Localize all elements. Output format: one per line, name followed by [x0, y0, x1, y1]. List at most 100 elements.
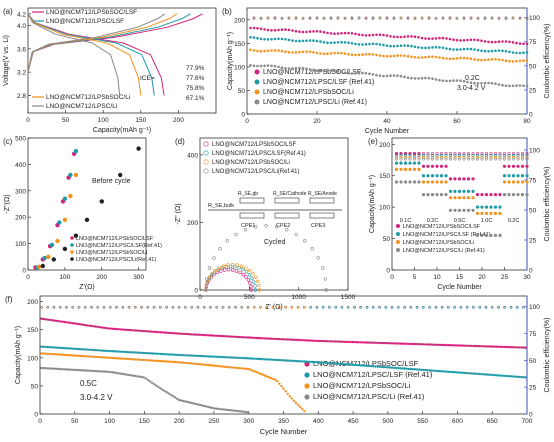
capacity-point [498, 211, 502, 215]
capacity-point [280, 66, 284, 69]
ce-point [408, 153, 412, 157]
capacity-point [451, 370, 454, 374]
ce-point [453, 152, 457, 156]
panel-a-frame [27, 7, 217, 114]
capacity-point [282, 338, 285, 341]
capacity-point [319, 69, 322, 73]
capacity-point [240, 410, 243, 413]
capacity-point [407, 342, 410, 346]
capacity-point [494, 40, 497, 44]
capacity-point [256, 64, 259, 68]
capacity-point [410, 76, 413, 80]
capacity-point [123, 350, 127, 354]
y-tick-label: 400 [187, 152, 198, 159]
capacity-point [251, 357, 254, 360]
capacity-point [94, 349, 97, 352]
capacity-point [221, 334, 225, 338]
ce-point [490, 305, 494, 309]
x-tick-label: 550 [417, 418, 428, 425]
ce-point [71, 305, 74, 309]
capacity-point [415, 368, 419, 371]
capacity-point [171, 332, 175, 335]
capacity-point [315, 361, 319, 364]
capacity-point [340, 51, 343, 55]
capacity-point [92, 369, 95, 373]
eis-point [218, 247, 222, 251]
ce-point [146, 305, 150, 309]
capacity-point [487, 58, 490, 61]
capacity-point [263, 64, 266, 68]
capacity-point [71, 322, 74, 325]
capacity-point [384, 341, 387, 345]
capacity-point [305, 67, 308, 70]
capacity-point [357, 43, 361, 46]
eis-point [253, 288, 258, 292]
capacity-point [56, 353, 60, 356]
capacity-point [169, 353, 172, 356]
capacity-point [319, 339, 323, 343]
capacity-point [380, 365, 383, 369]
capacity-point [205, 334, 208, 337]
capacity-point [246, 336, 250, 339]
legend-marker [396, 240, 400, 244]
capacity-point [67, 368, 70, 371]
capacity-point [380, 341, 383, 345]
ce-point [399, 157, 403, 161]
capacity-point [255, 370, 258, 374]
capacity-point [417, 36, 420, 39]
capacity-point [278, 337, 281, 341]
capacity-point [188, 333, 191, 336]
ce-point [353, 305, 356, 309]
capacity-point [140, 358, 143, 362]
capacity-point [466, 47, 469, 51]
capacity-point [182, 354, 185, 357]
capacity-point [361, 71, 364, 75]
capacity-point [253, 336, 256, 340]
capacity-point [408, 161, 412, 165]
capacity-point [48, 367, 51, 370]
capacity-point [90, 324, 93, 328]
capacity-point [471, 189, 475, 193]
capacity-point [81, 354, 85, 358]
x-tick-label: 20 [478, 274, 486, 281]
capacity-point [266, 64, 270, 67]
capacity-point [431, 37, 434, 40]
capacity-point [507, 174, 511, 178]
capacity-point [336, 340, 339, 343]
capacity-point [200, 404, 204, 407]
capacity-point [413, 368, 417, 371]
capacity-point [127, 328, 131, 332]
x-tick-label: 350 [278, 418, 289, 425]
capacity-point [522, 42, 525, 46]
capacity-point [144, 351, 147, 355]
capacity-point [69, 368, 72, 371]
capacity-point [177, 398, 181, 402]
eis-point [204, 283, 209, 288]
capacity-point [159, 352, 162, 356]
capacity-point [520, 375, 523, 379]
capacity-point [213, 334, 216, 337]
capacity-point [230, 335, 233, 338]
eis-point [241, 267, 245, 272]
capacity-point [186, 332, 189, 336]
capacity-point [194, 362, 197, 366]
ce-point [471, 155, 475, 159]
capacity-point [109, 356, 112, 360]
y2-tick-label: 0 [529, 268, 533, 275]
ce-point [343, 16, 347, 20]
capacity-point [291, 67, 294, 70]
ce-point [439, 155, 443, 159]
y-tick-label: 50 [31, 383, 39, 390]
eis-point [73, 233, 79, 238]
capacity-point [329, 69, 333, 72]
capacity-point [113, 350, 116, 353]
capacity-point [466, 177, 471, 181]
capacity-point [420, 343, 423, 346]
ce-point [489, 155, 493, 159]
capacity-point [236, 335, 239, 339]
eis-point [257, 283, 261, 288]
x-tick-label: 5 [413, 274, 417, 281]
capacity-point [46, 345, 49, 349]
capacity-point [430, 180, 435, 184]
capacity-point [284, 359, 287, 362]
